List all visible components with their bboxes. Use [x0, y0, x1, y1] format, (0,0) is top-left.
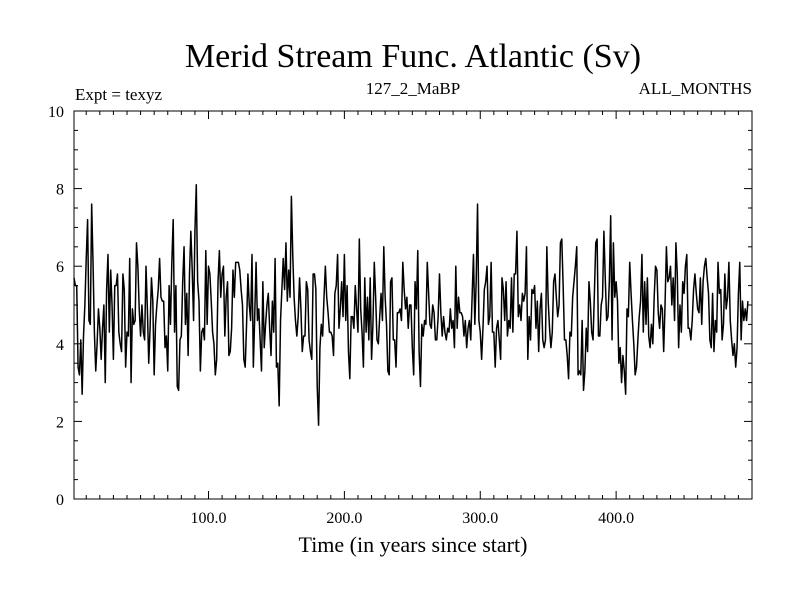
x-tick-label: 200.0 — [326, 510, 362, 527]
y-tick-label: 0 — [56, 492, 64, 509]
plot-frame — [73, 110, 753, 500]
x-tick-labels: 100.0 200.0 300.0 400.0 — [191, 510, 635, 527]
y-tick-label: 4 — [56, 337, 64, 354]
y-tick-labels: 0 2 4 6 8 10 — [48, 104, 64, 509]
x-tick-label: 400.0 — [598, 510, 634, 527]
y-tick-label: 2 — [56, 414, 64, 431]
chart-title: Merid Stream Func. Atlantic (Sv) — [185, 38, 641, 75]
months-label: ALL_MONTHS — [639, 79, 752, 98]
y-tick-label: 10 — [48, 104, 64, 121]
x-tick-label: 300.0 — [462, 510, 498, 527]
x-tick-label: 100.0 — [191, 510, 227, 527]
run-label: 127_2_MaBP — [366, 79, 460, 98]
y-tick-label: 8 — [56, 182, 64, 199]
y-tick-label: 6 — [56, 259, 64, 276]
series-line — [73, 183, 749, 427]
experiment-label: Expt = texyz — [75, 85, 162, 104]
x-axis-label: Time (in years since start) — [299, 532, 528, 557]
